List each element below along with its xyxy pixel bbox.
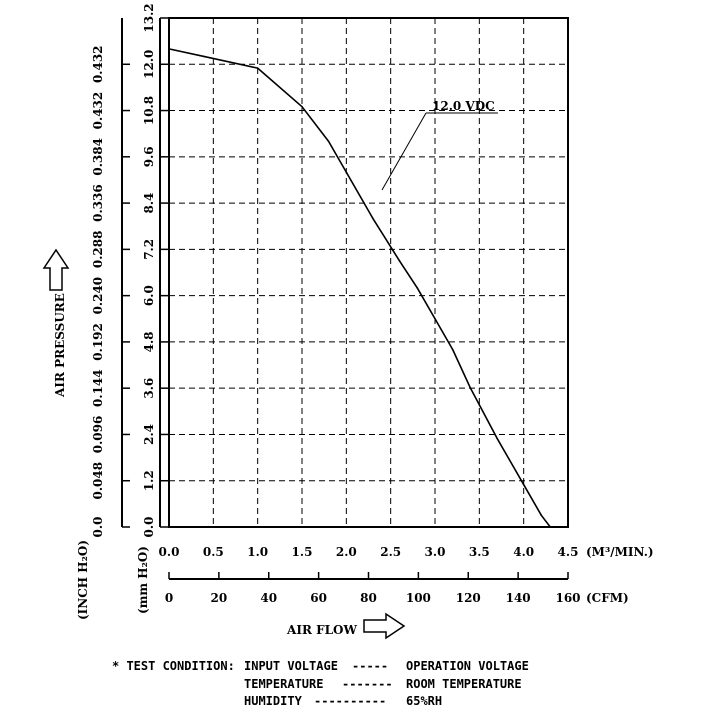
y-tick-label-inch: 0.384 (91, 138, 105, 176)
x-axis-title: AIR FLOW (286, 623, 357, 637)
x-tick-label-cfm: 40 (260, 591, 277, 605)
data-point (496, 437, 498, 440)
condition-value-voltage: OPERATION VOLTAGE (406, 659, 529, 673)
y-tick-label-inch: 0.0 (91, 517, 105, 538)
condition-label-temperature: TEMPERATURE (244, 677, 323, 691)
x-unit-primary-label: (M³/MIN.) (586, 545, 654, 559)
data-point (451, 348, 454, 351)
data-point (168, 48, 170, 50)
condition-value-humidity: 65%RH (406, 694, 442, 708)
x-tick-label-m3min: 2.5 (380, 545, 401, 559)
y-tick-label-inch: 0.096 (91, 416, 105, 454)
condition-value-temperature: ROOM TEMPERATURE (406, 677, 522, 691)
x-tick-label-m3min: 1.5 (292, 545, 313, 559)
data-point (327, 140, 330, 143)
y-axis-inch-h2o: 0.0 0.048 0.096 0.144 0.192 0.240 0.288 0.336 0.… (91, 18, 130, 537)
series-line-12vdc (168, 48, 551, 528)
data-point (203, 55, 206, 58)
x-tick-label-cfm: 100 (406, 591, 431, 605)
y-tick-label-inch: 0.432 (91, 45, 105, 83)
y-tick-label-mm: 12.0 (142, 50, 156, 79)
x-tick-label-m3min: 3.0 (425, 545, 446, 559)
data-point (256, 67, 259, 69)
data-point (372, 217, 374, 220)
condition-label-voltage: INPUT VOLTAGE (244, 659, 338, 673)
data-point (345, 171, 348, 174)
x-tick-label-cfm: 160 (555, 591, 580, 605)
data-point (301, 105, 303, 108)
x-tick-label-cfm: 80 (360, 591, 377, 605)
series-leader-line (381, 112, 427, 191)
series-label-12vdc: 12.0 VDC (432, 99, 495, 113)
test-condition-prefix: * TEST CONDITION: (112, 659, 235, 673)
condition-dash-voltage: ----- (352, 659, 388, 673)
y-tick-label-mm: 10.8 (142, 96, 156, 125)
x-tick-label-m3min: 4.5 (558, 545, 579, 559)
y-tick-label-mm: 8.4 (142, 193, 156, 214)
data-point (398, 260, 401, 262)
x-tick-label-cfm: 120 (456, 591, 481, 605)
y-tick-label-mm: 2.4 (142, 424, 156, 445)
y-tick-label-inch: 0.336 (91, 184, 105, 222)
x-tick-label-cfm: 0 (165, 591, 173, 605)
data-point (416, 287, 419, 289)
y-tick-label-mm: 3.6 (142, 378, 156, 399)
x-axis-cfm: 0 20 40 60 80 100 120 140 160 (165, 572, 581, 605)
x-tick-label-m3min: 4.0 (513, 545, 534, 559)
x-tick-label-cfm: 60 (310, 591, 327, 605)
x-tick-label-cfm: 140 (506, 591, 531, 605)
y-tick-label-mm: 0.0 (142, 517, 156, 538)
plot-frame (168, 17, 569, 528)
x-unit-secondary-label: (CFM) (586, 591, 629, 605)
data-point (434, 317, 436, 320)
y-tick-label-inch: 0.048 (91, 462, 105, 500)
y-tick-label-inch: 0.144 (91, 369, 105, 407)
x-tick-label-cfm: 20 (211, 591, 228, 605)
y-tick-label-mm: 1.2 (142, 470, 156, 491)
y-tick-label-inch: 0.192 (91, 323, 105, 361)
condition-dash-humidity: ---------- (314, 694, 386, 708)
y-axis-arrow-icon (42, 248, 70, 291)
y-unit-secondary-label: (INCH H₂O) (76, 540, 90, 620)
x-axis-m3-min: 0.0 0.5 1.0 1.5 2.0 2.5 3.0 3.5 4.0 4.5 (159, 545, 579, 559)
data-point (540, 514, 543, 517)
x-tick-label-m3min: 3.5 (469, 545, 490, 559)
x-tick-label-m3min: 1.0 (247, 545, 268, 559)
y-axis-mm-h2o: 0.0 1.2 2.4 3.6 4.8 6.0 7.2 8.4 9.6 10.8 12.0 13.2 (142, 3, 169, 537)
y-tick-label-mm: 4.8 (142, 331, 156, 352)
data-point (522, 483, 525, 486)
y-tick-label-mm: 7.2 (142, 239, 156, 260)
y-tick-label-inch: 0.288 (91, 231, 105, 269)
test-condition: * TEST CONDITION: INPUT VOLTAGE ----- OP… (112, 659, 529, 708)
y-unit-primary-label: (mm H₂O) (136, 546, 150, 614)
condition-label-humidity: HUMIDITY (244, 694, 303, 708)
x-tick-label-m3min: 0.0 (159, 545, 180, 559)
x-axis-arrow-icon (363, 612, 406, 640)
condition-dash-temperature: ------- (342, 677, 393, 691)
y-axis-title: AIR PRESSURE (53, 293, 67, 398)
x-tick-label-m3min: 0.5 (203, 545, 224, 559)
grid-lines (169, 18, 568, 527)
y-tick-label-inch: 0.432 (91, 92, 105, 130)
data-point (469, 387, 472, 389)
y-tick-label-inch: 0.240 (91, 277, 105, 315)
series-layer: 12.0 VDC (168, 48, 552, 528)
y-tick-label-mm: 13.2 (142, 3, 156, 32)
data-point (549, 526, 552, 528)
y-tick-label-mm: 6.0 (142, 285, 156, 306)
x-tick-label-m3min: 2.0 (336, 545, 357, 559)
y-tick-label-mm: 9.6 (142, 146, 156, 167)
